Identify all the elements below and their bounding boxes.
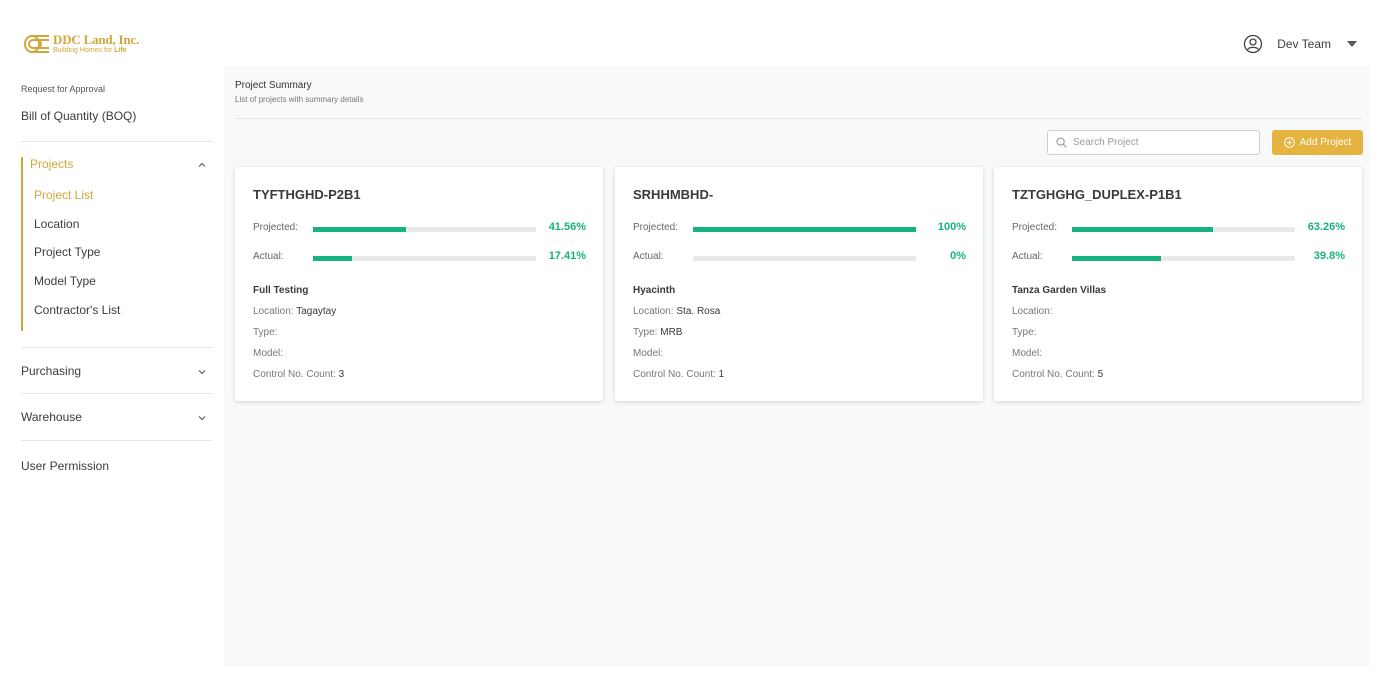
control-count-detail: Control No. Count: 5 [1012, 369, 1104, 380]
sidebar-item-location[interactable]: Location [34, 217, 80, 231]
projected-percent: 41.56% [548, 221, 586, 233]
header-divider [235, 118, 1362, 119]
sidebar-item-project-list[interactable]: Project List [34, 188, 94, 202]
projected-row: Projected: 100% [633, 221, 966, 236]
sidebar-divider [21, 440, 212, 441]
actual-percent: 39.8% [1313, 250, 1345, 262]
location-value: Tagaytay [296, 306, 337, 317]
projected-progress-track [313, 227, 536, 232]
logo-icon [24, 34, 49, 53]
user-menu[interactable]: Dev Team [1243, 34, 1357, 54]
actual-progress-track [1072, 256, 1295, 261]
actual-progress-fill [1072, 256, 1161, 261]
location-detail: Location: Tagaytay [253, 306, 337, 317]
chevron-up-icon[interactable] [197, 160, 207, 170]
search-icon [1056, 137, 1067, 148]
control-count-value: 1 [718, 369, 725, 380]
actual-label: Actual: [633, 251, 664, 262]
company-tagline: Building Homes for Life [53, 47, 127, 54]
actual-label: Actual: [253, 251, 284, 262]
page-subtitle: List of projects with summary details [235, 95, 364, 104]
sidebar-item-project-type[interactable]: Project Type [34, 245, 101, 259]
actual-progress-track [313, 256, 536, 261]
search-box[interactable] [1047, 130, 1260, 155]
project-code: SRHHMBHD- [633, 187, 714, 202]
sidebar-divider [21, 141, 212, 142]
sidebar-item-model-type[interactable]: Model Type [34, 274, 96, 288]
caret-down-icon[interactable] [1347, 41, 1357, 47]
top-header: DDC Land, Inc. Building Homes for Life D… [0, 0, 1381, 66]
projected-progress-track [693, 227, 916, 232]
control-count-value: 5 [1097, 369, 1104, 380]
add-project-label: Add Project [1299, 137, 1352, 148]
type-detail: Type: [1012, 327, 1037, 338]
sidebar-active-indicator [21, 157, 23, 331]
sidebar-item-purchasing[interactable]: Purchasing [21, 364, 82, 378]
project-code: TZTGHGHG_DUPLEX-P1B1 [1012, 187, 1182, 202]
chevron-down-icon[interactable] [197, 367, 207, 377]
location-value: Sta. Rosa [676, 306, 721, 317]
control-count-value: 3 [338, 369, 345, 380]
model-detail: Model: [633, 348, 664, 359]
project-card[interactable]: TZTGHGHG_DUPLEX-P1B1 Projected: 63.26% A… [994, 167, 1362, 401]
projected-progress-track [1072, 227, 1295, 232]
control-count-detail: Control No. Count: 1 [633, 369, 725, 380]
add-project-button[interactable]: Add Project [1272, 130, 1363, 155]
actual-row: Actual: 0% [633, 250, 966, 265]
type-detail: Type: MRB [633, 327, 683, 338]
project-card[interactable]: SRHHMBHD- Projected: 100% Actual: 0% Hya… [615, 167, 983, 401]
sidebar-item-warehouse[interactable]: Warehouse [21, 410, 82, 424]
location-detail: Location: [1012, 306, 1053, 317]
projected-row: Projected: 41.56% [253, 221, 586, 236]
projected-label: Projected: [253, 222, 299, 233]
actual-percent: 17.41% [548, 250, 586, 262]
project-name: Full Testing [253, 285, 309, 296]
projected-label: Projected: [1012, 222, 1058, 233]
project-card[interactable]: TYFTHGHD-P2B1 Projected: 41.56% Actual: … [235, 167, 603, 401]
actual-row: Actual: 17.41% [253, 250, 586, 265]
project-code: TYFTHGHD-P2B1 [253, 187, 361, 202]
projected-percent: 63.26% [1307, 221, 1345, 233]
search-input[interactable] [1073, 137, 1253, 148]
actual-label: Actual: [1012, 251, 1043, 262]
page-title: Project Summary [235, 80, 312, 91]
company-name: DDC Land, Inc. [53, 32, 140, 47]
actual-row: Actual: 39.8% [1012, 250, 1345, 265]
sidebar: Request for Approval Bill of Quantity (B… [0, 66, 224, 691]
project-name: Tanza Garden Villas [1012, 285, 1107, 296]
projected-progress-fill [313, 227, 406, 232]
user-circle-icon [1244, 34, 1263, 54]
model-detail: Model: [253, 348, 284, 359]
sidebar-divider [21, 393, 212, 394]
company-logo[interactable]: DDC Land, Inc. Building Homes for Life [24, 33, 139, 54]
actual-percent: 0% [950, 250, 966, 262]
actual-progress-fill [313, 256, 352, 261]
user-name: Dev Team [1277, 37, 1331, 51]
projected-percent: 100% [937, 221, 966, 233]
plus-circle-icon [1283, 137, 1295, 148]
control-count-detail: Control No. Count: 3 [253, 369, 345, 380]
location-detail: Location: Sta. Rosa [633, 306, 721, 317]
sidebar-item-contractors-list[interactable]: Contractor's List [34, 303, 121, 317]
sidebar-divider [21, 347, 212, 348]
model-detail: Model: [1012, 348, 1043, 359]
sidebar-item-user-permission[interactable]: User Permission [21, 459, 110, 473]
projected-row: Projected: 63.26% [1012, 221, 1345, 236]
sidebar-section-request-for-approval: Request for Approval [21, 84, 106, 94]
chevron-down-icon[interactable] [197, 413, 207, 423]
projected-progress-fill [693, 227, 916, 232]
sidebar-item-boq[interactable]: Bill of Quantity (BOQ) [21, 109, 137, 123]
sidebar-item-projects[interactable]: Projects [30, 157, 74, 171]
project-name: Hyacinth [633, 285, 676, 296]
projected-label: Projected: [633, 222, 679, 233]
type-value: MRB [660, 327, 683, 338]
actual-progress-track [693, 256, 916, 261]
type-detail: Type: [253, 327, 278, 338]
main-content: Project Summary List of projects with su… [224, 66, 1370, 666]
projected-progress-fill [1072, 227, 1214, 232]
